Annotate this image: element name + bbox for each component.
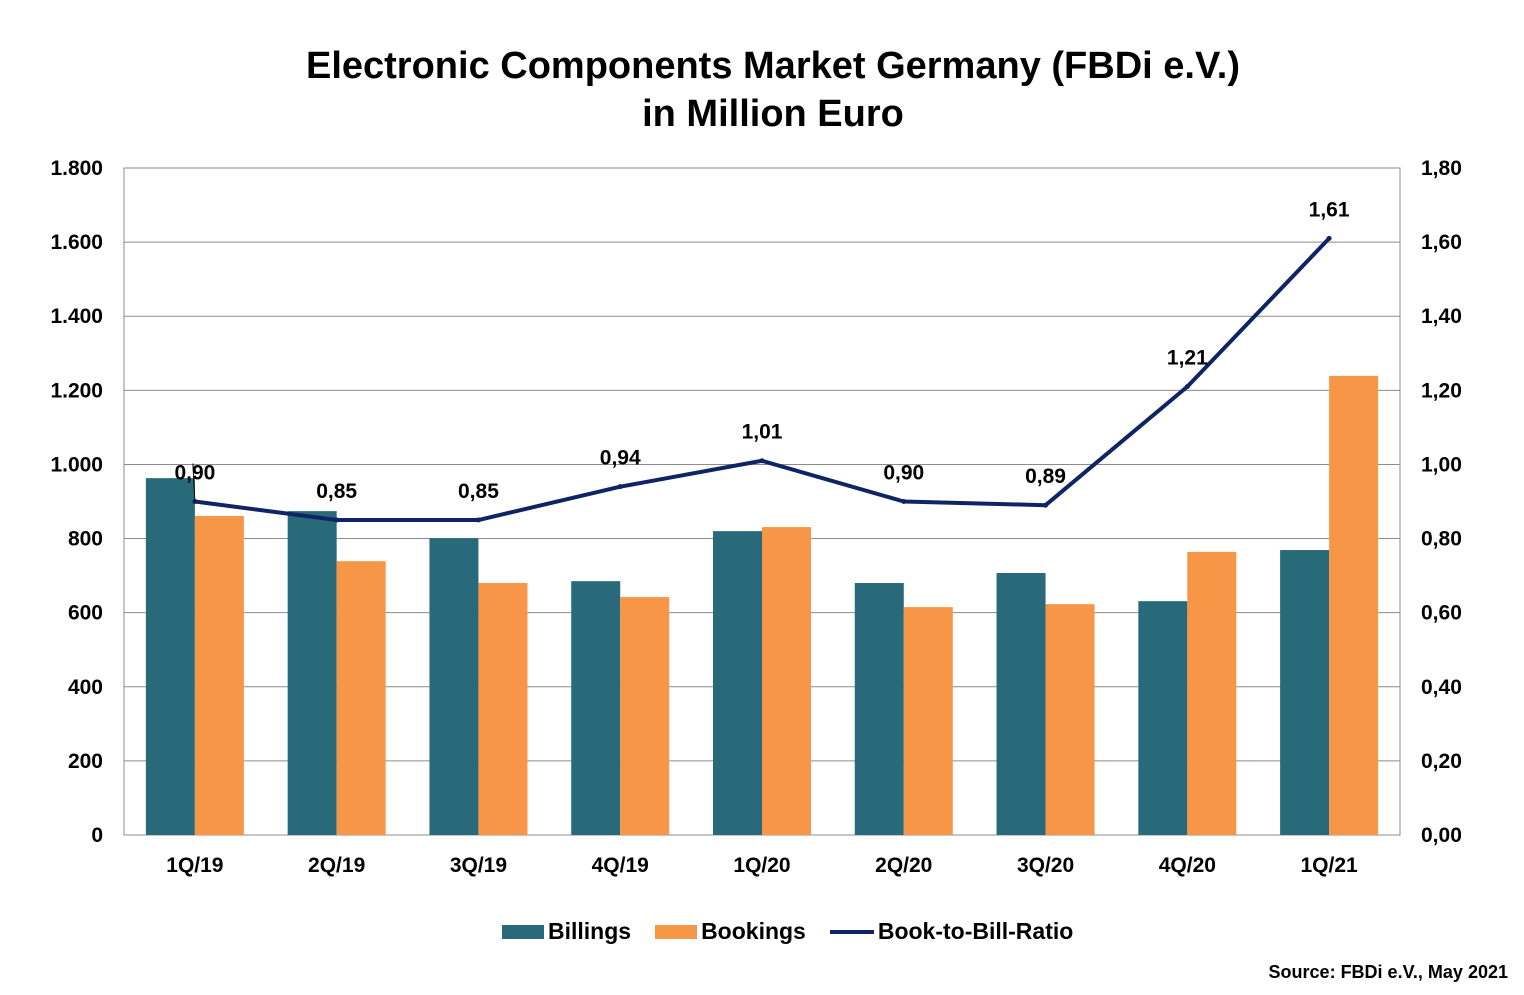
bar-bookings xyxy=(336,561,386,835)
bar-billings xyxy=(287,511,337,835)
bar-bookings xyxy=(194,515,244,835)
y-tick-label: 1.000 xyxy=(50,453,103,476)
y2-tick-label: 1,60 xyxy=(1421,231,1462,254)
ratio-point xyxy=(1043,502,1049,508)
y2-tick-label: 1,80 xyxy=(1421,157,1462,180)
legend: Billings Bookings Book-to-Bill-Ratio xyxy=(502,918,1097,945)
bar-bookings xyxy=(903,607,953,835)
x-tick-label: 2Q/20 xyxy=(875,854,932,877)
x-tick-label: 3Q/19 xyxy=(450,854,507,877)
bar-billings xyxy=(571,581,621,835)
ratio-point xyxy=(475,517,481,523)
y2-tick-label: 1,20 xyxy=(1421,379,1462,402)
subtitle-line: in Million Euro xyxy=(642,93,904,135)
y-tick-label: 800 xyxy=(68,528,103,551)
ratio-point xyxy=(1326,235,1332,241)
ratio-data-label: 0,94 xyxy=(600,447,641,470)
y-tick-label: 600 xyxy=(68,602,103,625)
ratio-data-label: 0,85 xyxy=(458,480,499,503)
x-tick-label: 1Q/19 xyxy=(166,854,223,877)
ratio-data-label: 1,61 xyxy=(1309,198,1350,221)
ratio-line xyxy=(194,237,1331,523)
ratio-point xyxy=(1184,384,1190,390)
y2-tick-label: 1,40 xyxy=(1421,305,1462,328)
x-tick-label: 4Q/20 xyxy=(1159,854,1216,877)
y-tick-label: 0 xyxy=(91,824,103,847)
ratio-swatch xyxy=(829,929,874,934)
y-tick-label: 1.600 xyxy=(50,231,103,254)
legend-item-bookings: Bookings xyxy=(655,918,806,945)
bar-bookings xyxy=(478,583,528,835)
ratio-data-label: 0,90 xyxy=(174,462,215,485)
ratio-data-label: 0,85 xyxy=(316,480,357,503)
ratio-point xyxy=(334,517,340,523)
x-tick-label: 2Q/19 xyxy=(308,854,365,877)
y2-tick-label: 0,80 xyxy=(1421,528,1462,551)
y-tick-label: 400 xyxy=(68,676,103,699)
legend-item-ratio: Book-to-Bill-Ratio xyxy=(829,918,1074,945)
ratio-point xyxy=(901,499,907,504)
bar-bookings xyxy=(762,527,811,835)
y2-tick-label: 0,20 xyxy=(1421,750,1462,773)
legend-label: Billings xyxy=(548,918,632,944)
bar-billings xyxy=(145,478,195,835)
billings-swatch xyxy=(502,924,544,939)
x-tick-label: 1Q/20 xyxy=(733,854,790,877)
bar-billings xyxy=(854,583,904,835)
leader-line xyxy=(192,463,196,502)
legend-item-billings: Billings xyxy=(502,918,631,945)
bar-billings xyxy=(713,531,762,835)
source-note: Source: FBDi e.V., May 2021 xyxy=(1268,962,1508,982)
ratio-data-label: 0,89 xyxy=(1025,465,1066,488)
legend-label: Book-to-Bill-Ratio xyxy=(877,918,1074,944)
chart-title: Electronic Components Market Germany (FB… xyxy=(0,42,1524,138)
bar-billings xyxy=(996,573,1046,835)
legend-label: Bookings xyxy=(701,918,806,944)
y-tick-label: 200 xyxy=(68,750,103,773)
y-tick-label: 1.800 xyxy=(50,157,103,180)
ratio-point xyxy=(617,484,623,490)
y2-tick-label: 1,00 xyxy=(1421,453,1462,476)
ratio-data-label: 1,21 xyxy=(1167,347,1208,370)
bar-bookings xyxy=(1187,551,1237,835)
ratio-data-label: 1,01 xyxy=(742,421,783,444)
y2-tick-label: 0,40 xyxy=(1421,676,1462,699)
title-line: Electronic Components Market Germany (FB… xyxy=(305,45,1241,87)
x-tick-label: 1Q/21 xyxy=(1301,854,1359,877)
bar-billings xyxy=(429,538,479,835)
x-tick-label: 3Q/20 xyxy=(1017,854,1074,877)
bar-billings xyxy=(1280,550,1330,835)
ratio-data-label: 0,90 xyxy=(883,462,924,485)
bar-bookings xyxy=(1329,375,1379,835)
bookings-swatch xyxy=(655,924,698,939)
ratio-point xyxy=(759,458,765,464)
bar-billings xyxy=(1138,601,1188,835)
y2-tick-label: 0,60 xyxy=(1421,602,1462,625)
y2-tick-label: 0,00 xyxy=(1421,824,1462,847)
bar-bookings xyxy=(620,597,670,835)
y-tick-label: 1.400 xyxy=(50,305,103,328)
bar-bookings xyxy=(1045,604,1095,835)
x-tick-label: 4Q/19 xyxy=(592,854,649,877)
y-tick-label: 1.200 xyxy=(50,379,103,402)
